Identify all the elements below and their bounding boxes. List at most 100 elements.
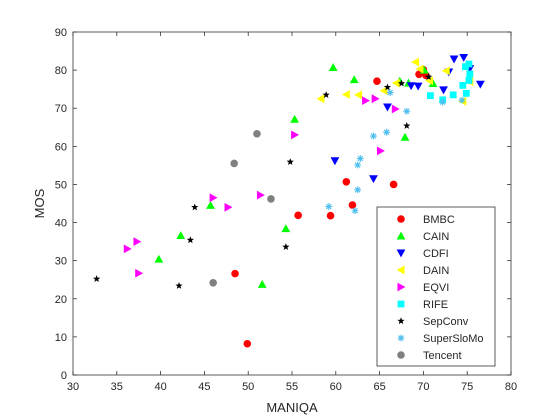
legend: BMBC CAIN CDFI DAIN EQVI RIFE SepConv SuperSloM… bbox=[376, 206, 496, 367]
legend-label: BMBC bbox=[423, 214, 455, 226]
legend-item: Tencent bbox=[397, 350, 462, 362]
legend-marker bbox=[397, 282, 406, 292]
legend-item: BMBC bbox=[397, 214, 455, 226]
data-point bbox=[326, 211, 335, 220]
legend-label: CAIN bbox=[423, 231, 449, 243]
legend-label: EQVI bbox=[423, 282, 449, 294]
data-point bbox=[383, 128, 391, 136]
legend-marker bbox=[396, 249, 406, 258]
data-point bbox=[354, 186, 362, 194]
data-point bbox=[354, 90, 363, 100]
legend-item: EQVI bbox=[397, 282, 449, 294]
y-tick-label: 20 bbox=[55, 294, 67, 306]
y-tick-label: 30 bbox=[55, 256, 67, 268]
data-point bbox=[383, 103, 392, 112]
data-point bbox=[186, 236, 194, 244]
legend-marker bbox=[397, 317, 405, 325]
data-point bbox=[400, 132, 410, 141]
data-point bbox=[209, 193, 218, 203]
data-point bbox=[206, 201, 215, 209]
legend-item: DAIN bbox=[396, 265, 449, 277]
legend-marker bbox=[397, 334, 405, 342]
data-point bbox=[376, 146, 385, 156]
data-point bbox=[341, 90, 350, 99]
data-point bbox=[209, 278, 217, 287]
y-tick-label: 80 bbox=[55, 65, 67, 77]
data-point bbox=[316, 94, 325, 104]
data-point bbox=[383, 83, 392, 91]
data-point bbox=[322, 91, 330, 98]
data-point bbox=[475, 80, 485, 89]
series-superslomo bbox=[325, 89, 466, 215]
data-point bbox=[328, 63, 338, 71]
data-point bbox=[439, 86, 448, 95]
data-point bbox=[425, 73, 433, 81]
data-point bbox=[397, 79, 406, 87]
y-axis-ticks: 0 10 20 30 40 50 60 70 80 90 bbox=[55, 27, 511, 382]
x-tick-label: 40 bbox=[154, 381, 166, 393]
data-markers bbox=[93, 54, 485, 348]
legend-marker bbox=[396, 231, 406, 240]
x-tick-label: 55 bbox=[286, 381, 298, 393]
y-tick-label: 50 bbox=[55, 179, 67, 191]
data-point bbox=[371, 94, 380, 104]
data-point bbox=[330, 157, 340, 166]
data-point bbox=[449, 91, 457, 99]
x-tick-label: 80 bbox=[505, 381, 517, 393]
y-tick-label: 0 bbox=[61, 370, 67, 382]
data-point bbox=[135, 268, 144, 278]
data-point bbox=[230, 159, 238, 168]
data-point bbox=[391, 78, 400, 88]
data-point bbox=[459, 54, 469, 62]
y-tick-label: 70 bbox=[55, 103, 67, 115]
y-tick-label: 40 bbox=[55, 218, 67, 230]
y-tick-label: 10 bbox=[55, 332, 67, 344]
x-tick-label: 50 bbox=[242, 381, 254, 393]
data-point bbox=[267, 195, 275, 203]
x-tick-label: 60 bbox=[330, 381, 342, 393]
data-point bbox=[369, 175, 378, 184]
legend-label: SepConv bbox=[423, 316, 469, 328]
x-tick-label: 45 bbox=[198, 381, 210, 393]
data-point bbox=[286, 158, 294, 166]
data-point bbox=[386, 89, 394, 96]
data-point bbox=[415, 64, 424, 74]
data-point bbox=[391, 104, 400, 114]
data-point bbox=[370, 132, 377, 140]
data-point bbox=[465, 60, 473, 68]
data-point bbox=[175, 282, 183, 289]
legend-marker bbox=[397, 300, 405, 308]
x-axis-ticks: 30 35 40 45 50 55 60 65 70 75 80 bbox=[67, 32, 517, 393]
legend-marker bbox=[397, 351, 405, 359]
data-point bbox=[441, 66, 450, 76]
data-point bbox=[93, 275, 101, 283]
data-point bbox=[224, 202, 233, 212]
data-point bbox=[425, 76, 434, 86]
data-point bbox=[406, 82, 416, 91]
legend-item: CAIN bbox=[396, 231, 449, 243]
y-tick-label: 60 bbox=[55, 141, 67, 153]
data-point bbox=[154, 254, 164, 263]
legend-marker bbox=[397, 215, 405, 223]
x-tick-label: 75 bbox=[461, 381, 473, 393]
data-point bbox=[458, 96, 466, 104]
data-point bbox=[411, 57, 420, 67]
legend-marker bbox=[396, 265, 405, 275]
data-point bbox=[291, 130, 300, 140]
data-point bbox=[123, 244, 132, 254]
y-tick-label: 90 bbox=[55, 27, 67, 39]
legend-label: DAIN bbox=[423, 265, 449, 277]
data-point bbox=[243, 339, 252, 348]
data-point bbox=[342, 177, 351, 186]
data-point bbox=[294, 211, 302, 220]
legend-item: SuperSloMo bbox=[397, 333, 484, 345]
data-point bbox=[256, 190, 265, 200]
x-tick-label: 35 bbox=[111, 381, 123, 393]
legend-label: RIFE bbox=[423, 299, 448, 311]
data-point bbox=[253, 129, 261, 138]
data-point bbox=[290, 114, 300, 123]
data-point bbox=[257, 279, 267, 288]
data-point bbox=[389, 180, 398, 189]
data-point bbox=[349, 75, 359, 84]
